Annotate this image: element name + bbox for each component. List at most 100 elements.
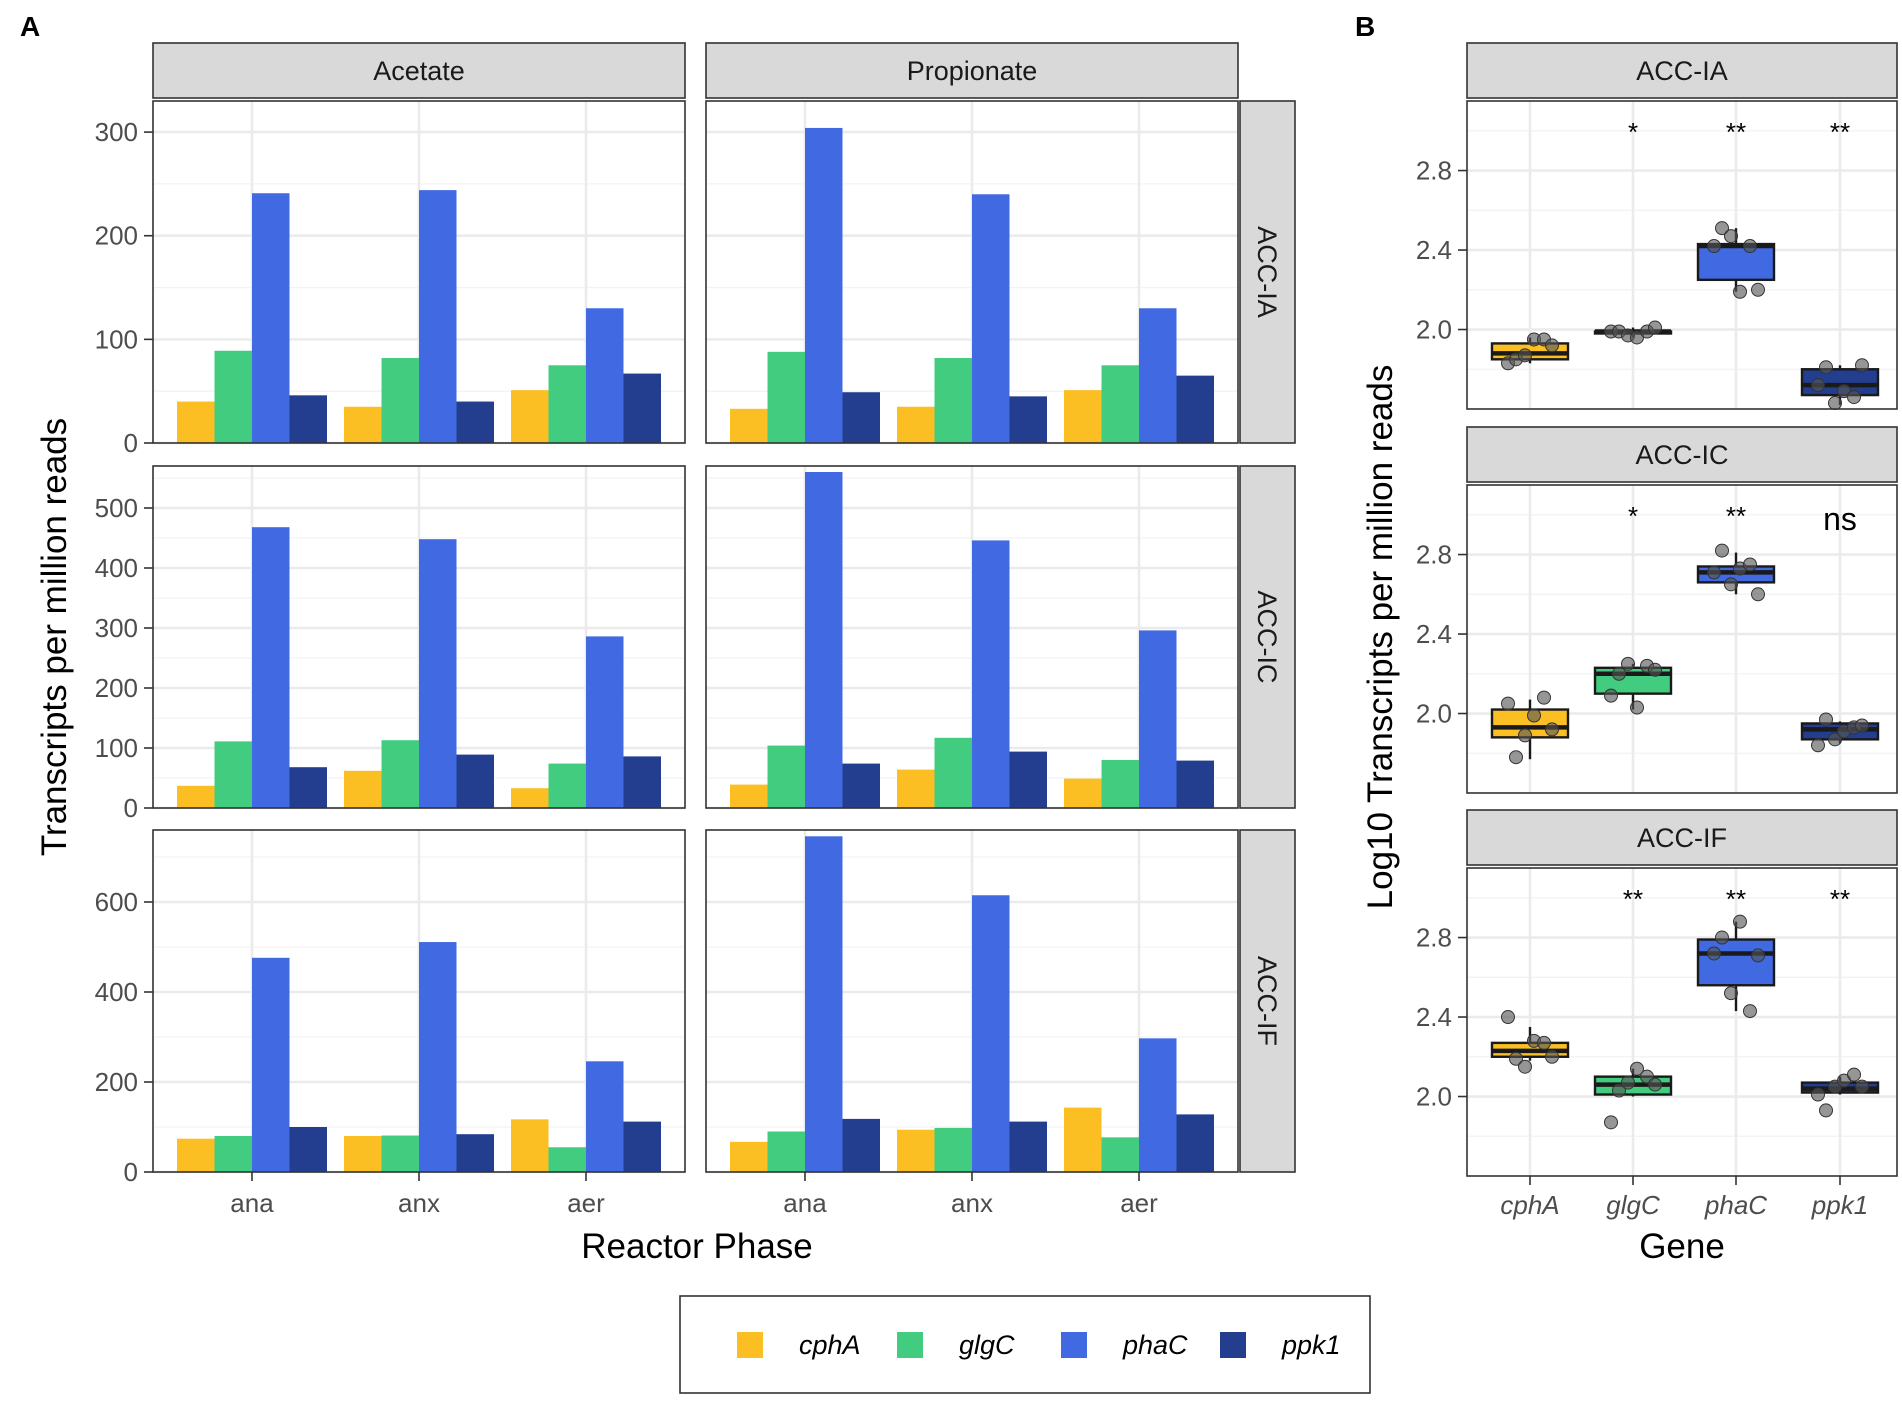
y-tick-label: 500 [95, 493, 138, 523]
bar-glgC-aer [1101, 1137, 1139, 1172]
data-point [1648, 662, 1662, 677]
boxplot-glgC [1593, 656, 1673, 715]
legend-item-cphA: cphA [737, 1330, 861, 1360]
data-point [1509, 1051, 1523, 1066]
bar-phaC-ana [805, 836, 843, 1172]
data-point [1612, 666, 1626, 681]
bar-cphA-anx [344, 406, 382, 443]
box-panel-acc-ia: * ** ** [1466, 100, 1898, 411]
bar-cphA-anx [897, 769, 935, 808]
legend-item-phaC: phaC [1061, 1330, 1188, 1360]
data-point [1707, 239, 1721, 254]
significance-label: ** [1726, 117, 1746, 147]
y-tick-label: 2.4 [1416, 235, 1452, 265]
data-point [1648, 1077, 1662, 1092]
data-point [1743, 557, 1757, 572]
data-point [1501, 1010, 1515, 1025]
y-tick-label: 300 [95, 613, 138, 643]
bar-ppk1-aer [623, 373, 661, 443]
y-axis-title: Log10 Transcripts per million reads [1361, 365, 1400, 910]
facet-strip-label: ACC-IA [1636, 56, 1728, 86]
bar-phaC-aer [586, 636, 624, 808]
y-tick-label: 2.0 [1416, 315, 1452, 345]
panel-background [1467, 485, 1897, 793]
bar-cphA-aer [1064, 390, 1102, 443]
legend-swatch [1061, 1332, 1087, 1358]
panel-acetate-acc-ia [152, 100, 686, 445]
boxplot-glgC [1593, 320, 1673, 345]
legend-box [679, 1295, 1371, 1394]
column-strip-label: Acetate [373, 56, 465, 86]
bar-ppk1-ana [289, 767, 327, 808]
bar-ppk1-ana [842, 763, 880, 808]
bar-glgC-anx [381, 1135, 419, 1172]
bar-glgC-anx [381, 740, 419, 808]
bar-ppk1-anx [456, 1134, 494, 1172]
bar-ppk1-ana [842, 392, 880, 443]
x-axis-title: Gene [1639, 1227, 1725, 1266]
y-tick-label: 100 [95, 324, 138, 354]
box-panel-acc-if: ** ** ** [1466, 867, 1898, 1177]
row-strip-label: ACC-IC [1252, 591, 1282, 684]
legend-item-ppk1: ppk1 [1220, 1330, 1341, 1360]
data-point [1715, 543, 1729, 558]
row-strip-label: ACC-IA [1252, 226, 1282, 318]
bar-cphA-aer [1064, 778, 1102, 808]
legend-swatch [897, 1332, 923, 1358]
data-point [1648, 320, 1662, 335]
legend-swatch [1220, 1332, 1246, 1358]
data-point [1828, 396, 1842, 411]
column-strip-label: Propionate [907, 56, 1038, 86]
legend-item-glgC: glgC [897, 1330, 1015, 1360]
bar-glgC-anx [381, 358, 419, 443]
bar-ppk1-ana [289, 1127, 327, 1172]
data-point [1707, 565, 1721, 580]
data-point [1715, 221, 1729, 236]
row-strip-acc-ia [1239, 100, 1296, 444]
boxplot-phaC [1696, 543, 1776, 602]
y-tick-label: 2.8 [1416, 156, 1452, 186]
bar-phaC-anx [419, 942, 457, 1172]
x-tick-label: cphA [1500, 1190, 1559, 1220]
bar-ppk1-aer [623, 756, 661, 808]
panel-border [705, 100, 1239, 444]
x-tick-label: ppk1 [1811, 1190, 1868, 1220]
bar-cphA-ana [730, 408, 768, 443]
column-strip-acetate [152, 42, 686, 99]
y-tick-label: 2.8 [1416, 923, 1452, 953]
x-tick-label: aer [1120, 1188, 1158, 1218]
boxplot-cphA [1490, 1010, 1570, 1074]
bar-ppk1-aer [1176, 760, 1214, 808]
panel-acetate-acc-ic [152, 465, 686, 810]
data-point [1847, 390, 1861, 405]
data-point [1855, 1079, 1869, 1094]
data-point [1811, 738, 1825, 753]
bar-glgC-aer [1101, 365, 1139, 443]
bar-phaC-ana [805, 472, 843, 808]
data-point [1604, 1115, 1618, 1130]
panel-propionate-acc-ic [705, 465, 1239, 810]
data-point [1855, 718, 1869, 733]
significance-label: ns [1823, 501, 1857, 537]
boxplot-phaC [1696, 221, 1776, 299]
data-point [1819, 712, 1833, 727]
panel-a-bar-charts: Acetate Propionate 0 100 200 300 ACC-IA 0 100 200… [35, 42, 1296, 1266]
bar-phaC-ana [805, 127, 843, 443]
bar-phaC-anx [419, 190, 457, 443]
data-point [1751, 948, 1765, 963]
data-point [1527, 708, 1541, 723]
x-axis-title: Reactor Phase [581, 1227, 813, 1266]
bar-glgC-ana [214, 1136, 252, 1172]
bar-ppk1-aer [1176, 1114, 1214, 1172]
y-tick-label: 0 [124, 428, 138, 458]
data-point [1819, 1103, 1833, 1118]
data-point [1811, 1087, 1825, 1102]
data-point [1707, 946, 1721, 961]
bar-glgC-ana [767, 1131, 805, 1172]
bar-glgC-anx [934, 358, 972, 443]
bar-ppk1-ana [842, 1118, 880, 1172]
data-point [1545, 1049, 1559, 1064]
data-point [1545, 338, 1559, 353]
bar-phaC-ana [252, 957, 290, 1172]
